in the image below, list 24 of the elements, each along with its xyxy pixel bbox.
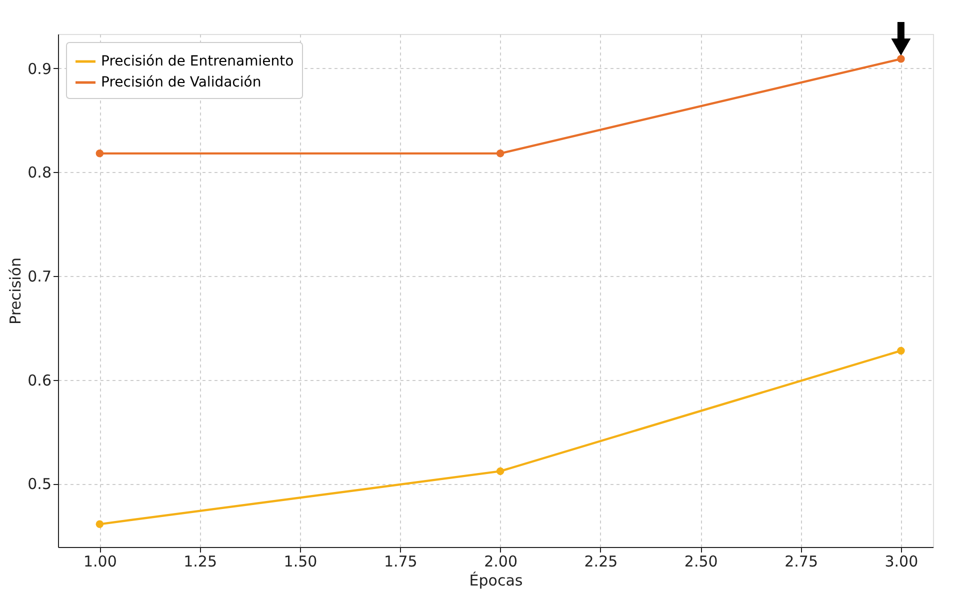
x-axis-title: Épocas — [469, 572, 523, 590]
x-tick-label: 2.50 — [684, 552, 718, 570]
point — [897, 55, 905, 63]
y-tick-label: 0.7 — [28, 267, 52, 286]
y-axis-title: Precisión — [6, 258, 25, 324]
point — [96, 520, 104, 528]
y-tick-label: 0.9 — [28, 60, 52, 78]
y-tick-label: 0.5 — [28, 475, 52, 494]
legend-label: Precisión de Entrenamiento — [101, 54, 294, 70]
y-tick-label: 0.6 — [28, 371, 52, 390]
x-tick-label: 2.25 — [584, 552, 618, 570]
legend-label: Precisión de Validación — [101, 74, 262, 90]
y-tick-label: 0.8 — [28, 164, 52, 182]
point — [96, 150, 104, 158]
x-tick-label: 2.75 — [784, 552, 818, 570]
x-tick-label: 1.00 — [83, 552, 117, 570]
point — [496, 150, 504, 158]
x-tick-label: 1.75 — [384, 552, 418, 570]
point — [496, 467, 504, 476]
x-tick-label: 1.25 — [184, 552, 218, 570]
x-tick-label: 2.00 — [484, 552, 518, 570]
x-tick-label: 3.00 — [884, 552, 918, 570]
x-tick-label: 1.50 — [284, 552, 318, 570]
point — [897, 346, 905, 355]
